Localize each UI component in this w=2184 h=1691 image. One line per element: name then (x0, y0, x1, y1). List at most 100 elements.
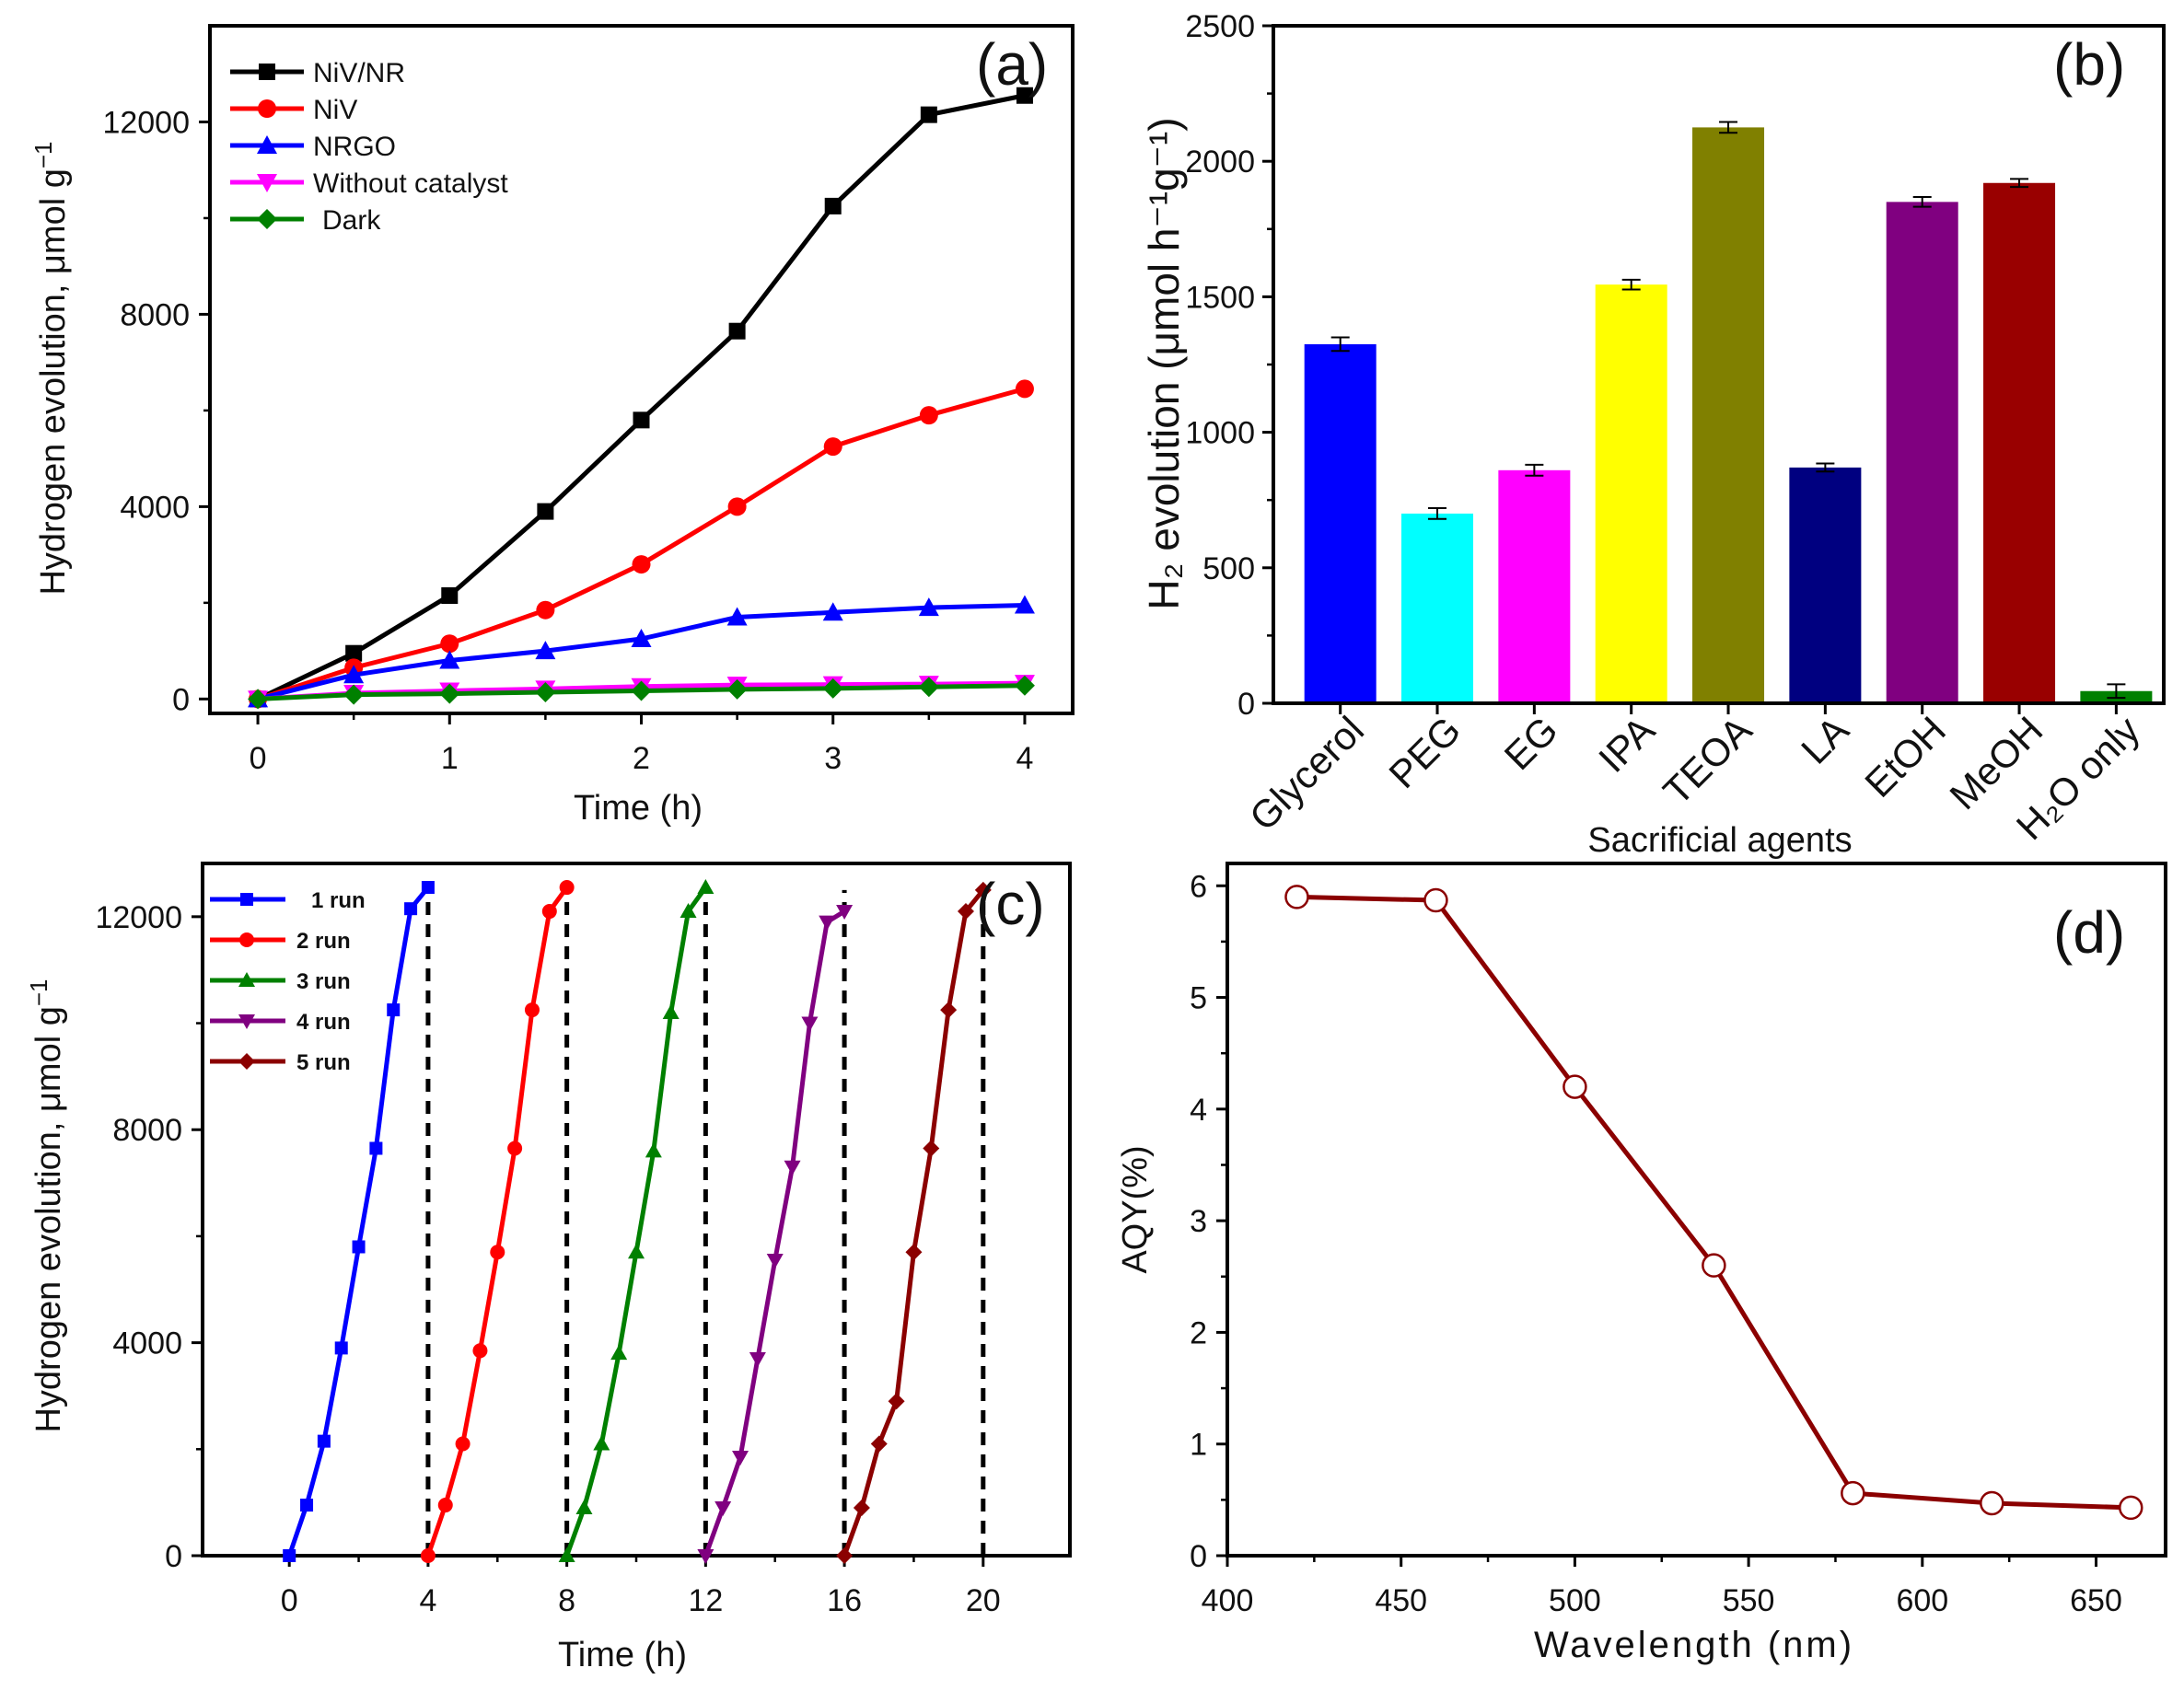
data-point (801, 1016, 819, 1032)
data-point (524, 1002, 540, 1018)
legend-label: 1 run (311, 888, 366, 913)
bar (1304, 343, 1377, 703)
data-point (766, 1253, 784, 1268)
data-point (2119, 1495, 2143, 1521)
data-point (918, 597, 939, 617)
legend-marker (259, 64, 275, 80)
y-axis-title-superscript: −1 (25, 979, 52, 1006)
data-point (784, 1160, 801, 1176)
panel-label: (a) (976, 31, 1048, 98)
legend-label: 5 run (296, 1050, 351, 1075)
data-point (697, 879, 714, 895)
data-point (439, 650, 460, 669)
series-line-3 (703, 909, 846, 1557)
data-point (631, 629, 652, 648)
y-tick-label: 1000 (1185, 416, 1255, 451)
data-point (728, 322, 746, 340)
x-tick-label: 4 (419, 1583, 436, 1618)
data-point (923, 1140, 940, 1157)
data-point (343, 665, 365, 684)
series-line-1 (257, 386, 1026, 701)
data-point (369, 1141, 383, 1155)
data-point (645, 1142, 662, 1158)
bar (1886, 202, 1958, 704)
data-point (905, 1244, 923, 1261)
data-point (1014, 595, 1035, 614)
data-point (714, 1500, 732, 1516)
data-point (537, 503, 554, 520)
y-tick-label: 4 (1190, 1093, 1207, 1128)
legend-marker (257, 174, 277, 192)
x-tick-label: 8 (558, 1583, 575, 1618)
data-point (343, 684, 365, 705)
legend-marker (239, 932, 254, 947)
data-point (455, 1436, 470, 1452)
data-point (822, 602, 843, 621)
y-tick-label: 0 (1190, 1539, 1207, 1574)
legend-marker (258, 99, 276, 118)
y-tick-label: 1 (1190, 1428, 1207, 1463)
data-point (920, 106, 937, 123)
data-point (823, 437, 842, 457)
x-tick-label: 500 (1549, 1583, 1601, 1618)
data-point (1423, 887, 1448, 913)
data-point (535, 682, 556, 703)
data-point (334, 1341, 348, 1355)
legend-label: Without catalyst (313, 168, 508, 199)
y-tick-label: 0 (165, 1539, 182, 1574)
data-point (697, 1549, 714, 1564)
legend-label: NiV/NR (313, 58, 405, 88)
data-point (888, 1393, 905, 1410)
data-point (420, 1548, 436, 1563)
data-point (957, 903, 974, 921)
x-tick-label: 550 (1723, 1583, 1775, 1618)
x-tick-label: 0 (250, 741, 267, 776)
data-point (1015, 379, 1034, 399)
data-point (507, 1141, 523, 1156)
data-point (1016, 87, 1033, 104)
series-line-4 (842, 888, 985, 1557)
data-point (1841, 1480, 1865, 1506)
data-point (918, 677, 939, 698)
data-point (680, 903, 697, 919)
data-point (631, 680, 652, 701)
y-tick-label: 3 (1190, 1204, 1207, 1239)
data-point (974, 881, 992, 898)
data-point (822, 678, 843, 699)
data-point (472, 1343, 488, 1359)
legend-label: 3 run (296, 969, 351, 994)
x-category-label: PEG (1380, 708, 1469, 796)
y-tick-label: 0 (172, 682, 190, 717)
data-point (749, 1351, 766, 1367)
bar (1692, 127, 1765, 703)
data-point (300, 1499, 314, 1512)
x-axis-title: Time (h) (574, 789, 703, 828)
data-point (819, 915, 836, 931)
data-point (575, 1499, 593, 1514)
data-point (541, 904, 557, 920)
panel-a-line-chart: 0 1 2 3 4 0 4000 8000 12000 Time (h) Hydrogen evol… (29, 24, 1075, 828)
x-category-label: TEOA (1655, 708, 1760, 813)
legend-marker (238, 972, 255, 987)
data-point (387, 1003, 401, 1017)
data-point (726, 678, 748, 700)
data-point (535, 641, 556, 660)
plot-frame (1226, 862, 2167, 1558)
data-point (317, 1434, 331, 1448)
data-point (559, 880, 575, 896)
data-point (1284, 885, 1309, 909)
data-point (836, 1547, 854, 1564)
y-tick-label: 2 (1190, 1315, 1207, 1350)
data-point (248, 689, 269, 710)
y-tick-label: 2000 (1185, 145, 1255, 180)
data-point (352, 1240, 366, 1254)
panel-label: (c) (976, 871, 1045, 937)
x-tick-label: 450 (1375, 1583, 1427, 1618)
bar (1498, 469, 1571, 703)
x-tick-label: 16 (827, 1583, 862, 1618)
data-point (919, 406, 938, 425)
y-tick-label: 4000 (112, 1326, 182, 1361)
x-tick-label: 3 (824, 741, 842, 776)
legend-marker (257, 209, 277, 229)
data-point (441, 587, 459, 605)
